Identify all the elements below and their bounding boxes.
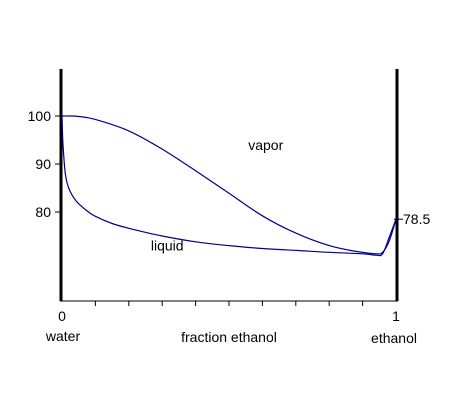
phase-curve xyxy=(61,115,397,257)
x-tick-label: 1 xyxy=(392,308,400,324)
y-tick-label: 80 xyxy=(35,204,51,220)
curves xyxy=(61,115,397,257)
ticks: 80 90 100 0 1 xyxy=(28,108,403,324)
axes xyxy=(59,69,399,302)
region-label-liquid: liquid xyxy=(151,238,184,254)
x-tick-label: 0 xyxy=(58,308,66,324)
phase-curve xyxy=(61,115,397,255)
left-end-label: water xyxy=(45,328,81,344)
right-axis-annotation: 78.5 xyxy=(403,211,430,227)
right-end-label: ethanol xyxy=(371,330,417,346)
x-axis-label: fraction ethanol xyxy=(181,329,277,345)
labels: fraction ethanol water ethanol vapor liq… xyxy=(45,137,431,346)
y-tick-label: 90 xyxy=(35,156,51,172)
y-tick-label: 100 xyxy=(28,108,52,124)
region-label-vapor: vapor xyxy=(248,137,283,153)
